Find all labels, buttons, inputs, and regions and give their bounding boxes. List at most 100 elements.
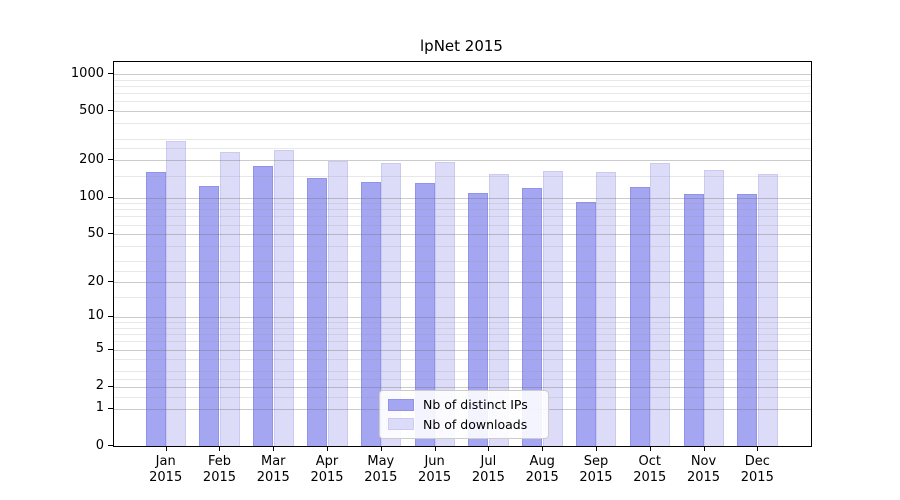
gridline-y-minor-6	[114, 341, 811, 343]
y-tick-label-200: 200	[79, 151, 104, 167]
gridline-y-minor-900	[114, 79, 811, 81]
x-tick-oct	[649, 446, 651, 452]
bar-downloads-may	[381, 163, 402, 446]
gridline-y-minor-40	[114, 246, 811, 248]
bar-downloads-oct	[650, 163, 671, 446]
bar-downloads-nov	[704, 170, 725, 446]
gridline-y-50	[114, 234, 811, 236]
gridline-y-minor-15	[114, 296, 811, 298]
y-tick-0	[108, 445, 113, 446]
bar-distinct-ips-may	[360, 182, 381, 446]
chart-title: lpNet 2015	[420, 37, 503, 55]
gridline-y-minor-80	[114, 209, 811, 211]
y-tick-label-100: 100	[79, 189, 104, 204]
y-tick-100	[108, 196, 113, 198]
bar-distinct-ips-apr	[307, 178, 328, 446]
gridline-y-1000	[114, 74, 811, 75]
x-tick-jan	[165, 446, 167, 452]
bar-downloads-jun	[435, 161, 456, 446]
gridline-y-minor-4	[114, 359, 811, 361]
gridline-y-minor-70	[114, 216, 811, 218]
x-tick-label-feb: Feb 2015	[202, 454, 237, 485]
gridline-y-minor-8	[114, 327, 811, 329]
y-tick-label-5: 5	[95, 341, 104, 357]
y-tick-label-50: 50	[87, 225, 104, 241]
x-tick-label-nov: Nov 2015	[686, 454, 721, 485]
x-tick-mar	[273, 446, 275, 452]
x-tick-feb	[219, 446, 221, 452]
gridline-y-minor-600	[114, 101, 811, 103]
legend-swatch-downloads	[388, 418, 414, 431]
bar-distinct-ips-aug	[522, 188, 543, 446]
gridline-y-5	[114, 349, 811, 351]
gridline-y-10	[114, 316, 811, 318]
gridline-y-minor-250	[114, 148, 811, 150]
gridline-y-minor-25	[114, 270, 811, 272]
x-tick-label-dec: Dec 2015	[740, 454, 774, 485]
x-tick-label-jul: Jul 2015	[471, 454, 505, 485]
bar-downloads-apr	[327, 161, 348, 446]
bar-distinct-ips-nov	[683, 194, 704, 446]
y-tick-2	[108, 385, 113, 387]
gridline-y-minor-90	[114, 203, 811, 205]
x-tick-jul	[488, 446, 490, 452]
bar-distinct-ips-jan	[145, 172, 166, 446]
y-tick-label-2: 2	[95, 378, 104, 394]
gridline-y-minor-2.5	[114, 378, 811, 380]
y-tick-1000	[108, 73, 113, 74]
bar-distinct-ips-oct	[629, 187, 650, 446]
y-tick-1	[108, 407, 113, 409]
gridline-y-minor-60	[114, 224, 811, 226]
y-tick-label-20: 20	[87, 273, 104, 289]
x-tick-label-apr: Apr 2015	[310, 454, 344, 485]
x-tick-may	[380, 446, 382, 452]
x-tick-label-mar: Mar 2015	[256, 454, 290, 485]
bar-downloads-feb	[219, 152, 240, 446]
x-tick-label-may: May 2015	[364, 454, 398, 485]
bar-distinct-ips-mar	[253, 165, 274, 446]
bar-downloads-jul	[488, 174, 509, 446]
gridline-y-minor-30	[114, 261, 811, 263]
bar-downloads-sep	[596, 172, 617, 446]
y-tick-10	[108, 315, 113, 317]
y-tick-500	[108, 110, 113, 112]
gridline-y-2	[114, 386, 811, 388]
y-tick-label-0: 0	[95, 437, 104, 453]
gridline-y-minor-150	[114, 175, 811, 177]
x-tick-sep	[595, 446, 597, 452]
bar-downloads-jan	[166, 140, 187, 446]
bar-distinct-ips-jul	[468, 192, 489, 446]
bar-distinct-ips-dec	[737, 194, 758, 446]
x-tick-label-oct: Oct 2015	[633, 454, 667, 485]
y-tick-50	[108, 233, 113, 235]
gridline-y-minor-3	[114, 371, 811, 373]
bar-distinct-ips-sep	[575, 201, 596, 446]
gridline-y-minor-7	[114, 334, 811, 336]
legend-item-downloads: Nb of downloads	[388, 417, 540, 432]
bar-distinct-ips-feb	[199, 185, 220, 446]
y-tick-20	[108, 281, 113, 283]
bar-downloads-dec	[757, 174, 778, 446]
x-tick-nov	[703, 446, 705, 452]
gridline-y-20	[114, 282, 811, 284]
x-tick-label-jun: Jun 2015	[418, 454, 452, 485]
y-tick-5	[108, 348, 113, 350]
x-tick-jun	[434, 446, 436, 452]
y-tick-label-1: 1	[95, 400, 104, 416]
x-tick-label-sep: Sep 2015	[579, 454, 613, 485]
x-tick-aug	[542, 446, 544, 452]
y-tick-200	[108, 159, 113, 161]
y-tick-label-10: 10	[87, 308, 104, 324]
gridline-y-minor-9	[114, 322, 811, 324]
y-tick-label-500: 500	[79, 102, 104, 118]
gridline-y-minor-700	[114, 93, 811, 95]
bar-distinct-ips-jun	[414, 182, 435, 446]
legend-label-downloads: Nb of downloads	[423, 416, 528, 432]
gridline-y-500	[114, 111, 811, 113]
gridline-y-200	[114, 160, 811, 162]
x-tick-label-jan: Jan 2015	[149, 454, 183, 485]
legend-item-distinct-ips: Nb of distinct IPs	[388, 397, 540, 412]
gridline-y-100	[114, 197, 811, 199]
bar-downloads-aug	[542, 171, 563, 446]
